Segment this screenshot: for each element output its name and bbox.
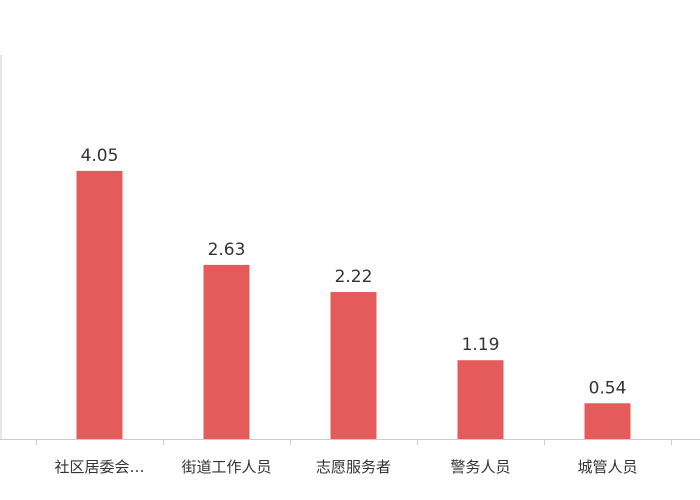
data-label: 1.19 [462, 335, 500, 355]
x-tick-label: 志愿服务者 [316, 458, 391, 476]
x-tick-label: 城管人员 [577, 458, 637, 476]
data-label: 2.22 [335, 267, 373, 287]
chart-bars [76, 170, 631, 439]
bar[interactable] [457, 360, 504, 439]
bar[interactable] [584, 403, 631, 439]
data-label: 0.54 [589, 378, 627, 398]
x-tick-label: 警务人员 [450, 458, 510, 476]
data-label: 4.05 [81, 146, 119, 166]
x-tick-label: 街道工作人员 [181, 458, 271, 476]
chart-axes [0, 55, 700, 445]
chart-labels: 工4.05社区居委会…2.63街道工作人员2.22志愿服务者1.19警务人员0.… [54, 146, 637, 476]
x-tick-label: 社区居委会… [54, 458, 144, 476]
bar[interactable] [330, 292, 377, 439]
bar[interactable] [76, 170, 123, 439]
data-label: 2.63 [208, 240, 246, 260]
bar[interactable] [203, 264, 250, 439]
